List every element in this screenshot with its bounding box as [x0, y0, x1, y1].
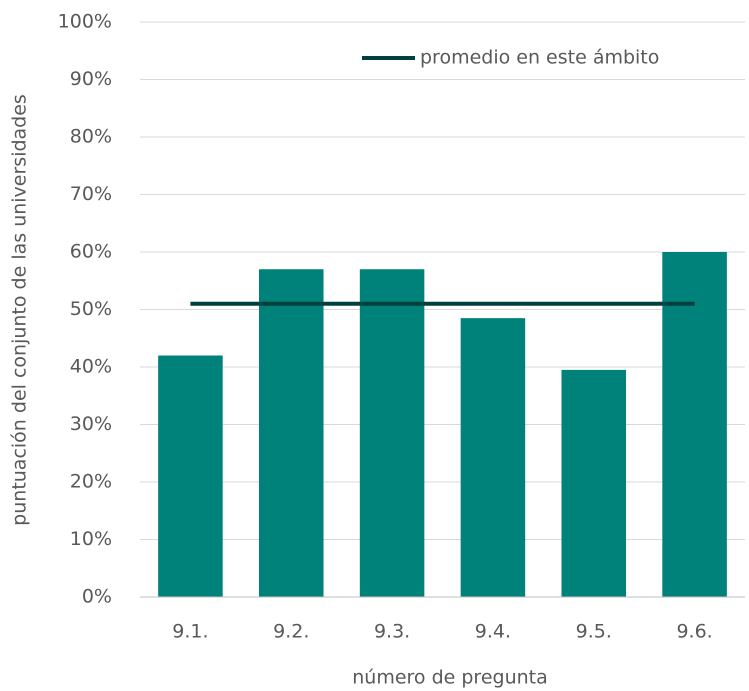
x-tick-label: 9.2.: [273, 621, 309, 643]
y-tick-label: 70%: [70, 183, 112, 205]
y-tick-label: 30%: [70, 413, 112, 435]
x-tick-label: 9.6.: [676, 621, 712, 643]
bar: [460, 318, 526, 597]
bar: [158, 355, 223, 597]
y-tick-label: 80%: [70, 126, 112, 148]
legend-label: promedio en este ámbito: [420, 47, 659, 69]
x-axis-title: número de pregunta: [352, 667, 548, 689]
y-tick-label: 60%: [70, 241, 112, 263]
x-tick-label: 9.1.: [172, 621, 208, 643]
y-tick-label: 0%: [82, 586, 112, 608]
y-tick-label: 20%: [70, 471, 112, 493]
bar: [359, 269, 425, 597]
x-tick-label: 9.3.: [374, 621, 410, 643]
bar: [662, 252, 727, 597]
bar: [561, 369, 627, 597]
y-axis-title: puntuación del conjunto de las universid…: [9, 94, 31, 526]
y-tick-label: 90%: [70, 68, 112, 90]
y-tick-label: 50%: [70, 298, 112, 320]
y-tick-label: 40%: [70, 356, 112, 378]
x-tick-label: 9.4.: [475, 621, 511, 643]
x-tick-label: 9.5.: [576, 621, 612, 643]
y-tick-label: 10%: [70, 528, 112, 550]
y-tick-label: 100%: [58, 11, 112, 33]
bar: [258, 269, 324, 597]
